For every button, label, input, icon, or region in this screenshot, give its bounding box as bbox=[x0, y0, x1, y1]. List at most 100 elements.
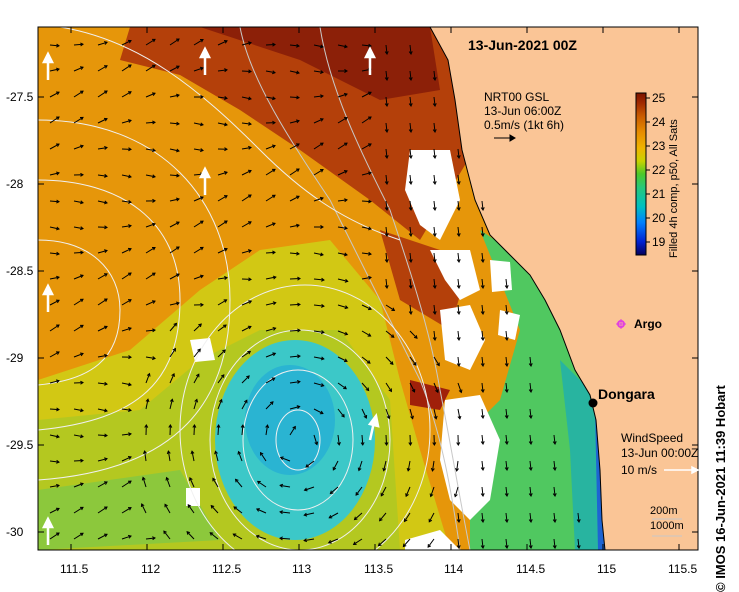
current-arrow-head bbox=[256, 480, 261, 485]
current-arrow-head bbox=[320, 383, 325, 387]
current-arrow bbox=[361, 226, 372, 230]
current-arrow-head bbox=[189, 477, 193, 481]
current-arrow bbox=[361, 330, 371, 337]
current-arrow-head bbox=[480, 519, 485, 523]
current-arrow-head bbox=[176, 173, 180, 178]
current-arrow-head bbox=[405, 493, 409, 498]
current-arrow bbox=[214, 451, 219, 462]
current-arrow-head bbox=[103, 506, 108, 510]
current-arrow-head bbox=[319, 196, 324, 201]
current-arrow bbox=[457, 226, 460, 237]
current-arrow-head bbox=[127, 456, 132, 460]
current-arrow bbox=[49, 351, 60, 358]
current-arrow-head bbox=[435, 389, 439, 394]
current-arrow bbox=[193, 275, 204, 280]
current-arrow-head bbox=[384, 233, 389, 237]
current-arrow bbox=[361, 252, 372, 255]
lon-tick-label: 112.5 bbox=[212, 562, 242, 576]
current-arrow bbox=[265, 194, 276, 202]
current-arrow bbox=[145, 92, 156, 98]
current-arrow-head bbox=[104, 173, 108, 178]
current-arrow-head bbox=[504, 467, 509, 471]
current-arrow bbox=[121, 248, 132, 254]
current-arrow-head bbox=[357, 467, 362, 472]
current-arrow-head bbox=[480, 285, 485, 289]
current-arrow bbox=[97, 147, 108, 150]
current-arrow bbox=[361, 91, 372, 98]
current-arrow bbox=[121, 64, 132, 72]
current-arrow-head bbox=[152, 328, 156, 333]
current-arrow-head bbox=[382, 467, 387, 472]
current-arrow bbox=[73, 483, 84, 488]
current-arrow bbox=[404, 512, 411, 522]
current-arrow-head bbox=[344, 252, 348, 257]
current-arrow bbox=[433, 408, 437, 419]
current-arrow-head bbox=[56, 407, 60, 412]
current-arrow bbox=[49, 508, 60, 514]
current-arrow bbox=[385, 96, 388, 107]
plot-frame bbox=[37, 26, 699, 551]
current-arrow-head bbox=[343, 92, 348, 97]
current-arrow-head bbox=[528, 519, 533, 523]
current-arrow-head bbox=[390, 334, 395, 338]
current-arrow-head bbox=[384, 442, 389, 446]
current-arrow bbox=[433, 278, 436, 289]
current-arrow-head bbox=[430, 467, 435, 472]
current-arrow-head bbox=[296, 95, 300, 100]
current-arrow bbox=[337, 170, 348, 176]
current-arrow-head bbox=[432, 207, 437, 211]
current-arrow bbox=[385, 356, 394, 365]
current-arrow bbox=[49, 44, 60, 47]
current-arrow bbox=[217, 220, 228, 228]
current-arrow bbox=[49, 484, 60, 488]
current-arrow-head bbox=[265, 424, 270, 429]
current-arrow-head bbox=[103, 65, 108, 69]
current-arrow-head bbox=[140, 503, 145, 508]
current-arrow-head bbox=[480, 311, 485, 315]
current-arrow bbox=[265, 96, 276, 100]
colorbar-ticks bbox=[646, 97, 650, 243]
current-arrow-head bbox=[248, 300, 253, 304]
current-arrow bbox=[169, 65, 180, 72]
current-arrow bbox=[361, 44, 372, 47]
current-arrow-head bbox=[384, 51, 389, 55]
current-arrow-head bbox=[456, 233, 461, 237]
current-arrow-head bbox=[433, 415, 438, 420]
current-arrow-head bbox=[271, 377, 276, 381]
current-arrow bbox=[337, 226, 348, 229]
current-arrow-head bbox=[344, 331, 349, 336]
current-arrow bbox=[141, 503, 147, 514]
current-arrow-head bbox=[103, 90, 108, 94]
current-arrow-head bbox=[504, 389, 509, 393]
current-arrow-head bbox=[367, 143, 372, 147]
current-arrow bbox=[385, 252, 388, 263]
current-arrow bbox=[457, 148, 460, 159]
current-arrow bbox=[49, 408, 60, 411]
current-arrow-head bbox=[336, 441, 341, 446]
current-arrow-head bbox=[237, 450, 242, 455]
current-arrow bbox=[97, 41, 108, 46]
current-arrow bbox=[217, 40, 228, 46]
current-arrow bbox=[529, 356, 532, 367]
current-legend-line2: 13-Jun 06:00Z bbox=[484, 104, 562, 118]
current-arrow bbox=[577, 512, 580, 523]
wind-legend-arrow bbox=[664, 465, 700, 475]
current-arrow bbox=[385, 148, 388, 159]
current-arrow-head bbox=[55, 379, 60, 384]
dongara-marker-icon bbox=[588, 398, 598, 408]
depth-legend-200m: 200m bbox=[650, 505, 678, 517]
current-arrow-head bbox=[210, 504, 215, 509]
current-arrow-head bbox=[175, 65, 180, 70]
current-arrow bbox=[433, 226, 436, 237]
current-arrow-head bbox=[246, 375, 250, 380]
current-arrow bbox=[97, 250, 108, 254]
current-arrow-head bbox=[408, 259, 413, 263]
current-arrow bbox=[73, 116, 84, 124]
current-arrow-head bbox=[365, 387, 370, 392]
current-arrow bbox=[313, 142, 324, 150]
current-arrow-head bbox=[152, 120, 156, 125]
current-arrow bbox=[265, 302, 276, 306]
current-arrow bbox=[289, 329, 301, 332]
current-arrow bbox=[427, 538, 435, 548]
current-arrow bbox=[337, 330, 348, 335]
